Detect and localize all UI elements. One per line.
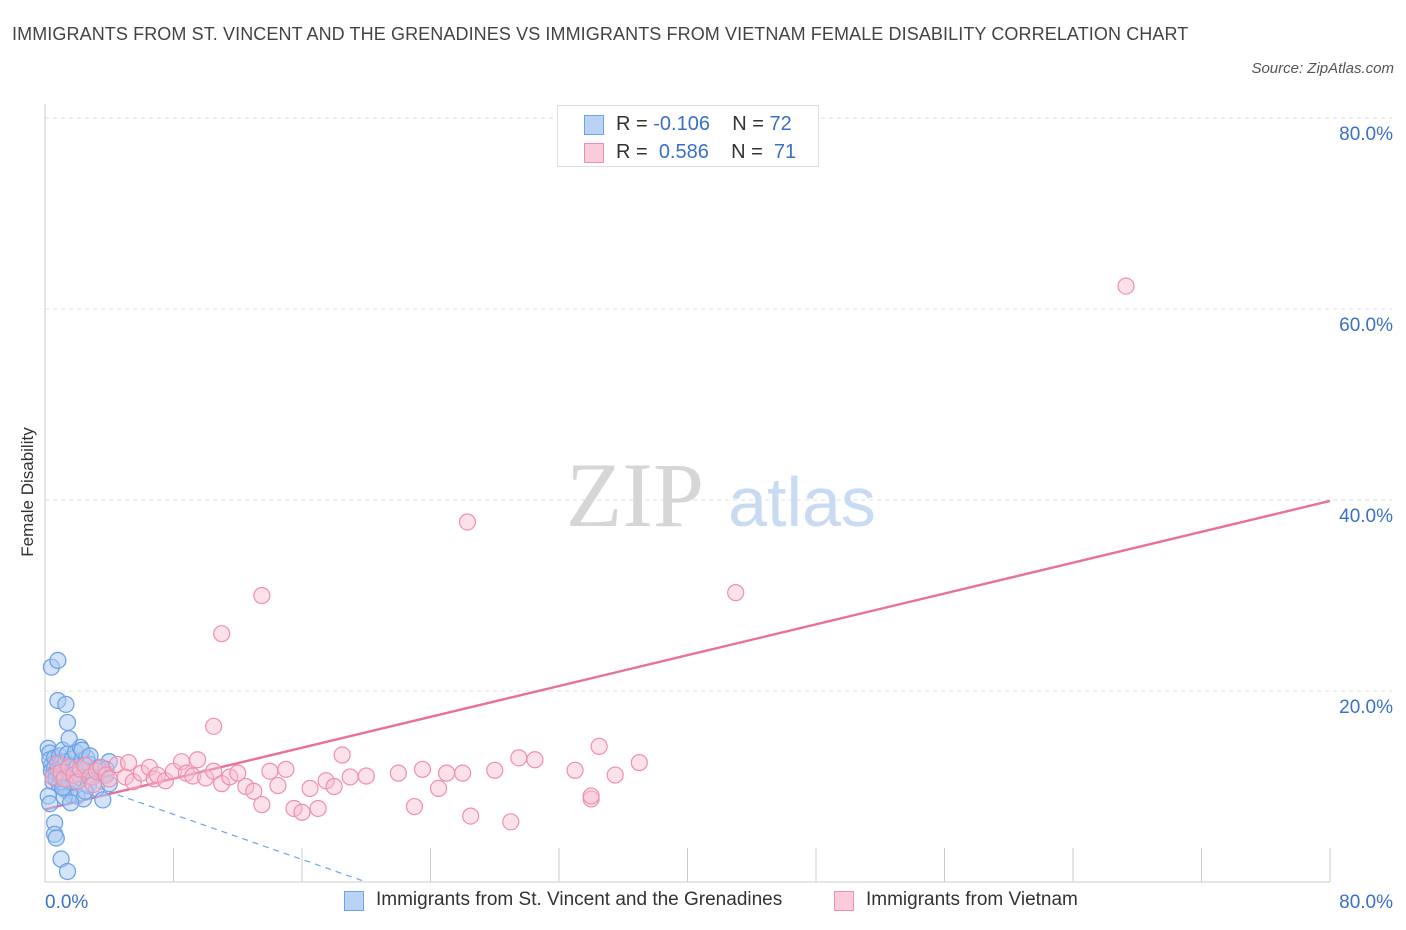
point-vietnam: [341, 768, 359, 786]
point-vietnam: [437, 764, 456, 782]
point-vietnam: [462, 807, 480, 825]
y-tick-label: 20.0%: [1339, 697, 1393, 718]
y-tick-label: 40.0%: [1339, 506, 1393, 527]
point-vietnam: [405, 797, 424, 816]
point-vietnam: [205, 717, 223, 735]
point-vietnam: [502, 813, 520, 831]
bottom-legend-label-st-vincent: Immigrants from St. Vincent and the Gren…: [376, 889, 783, 910]
point-vietnam: [510, 749, 528, 767]
point-vietnam: [100, 770, 118, 788]
trend-line-vietnam: [44, 499, 1331, 811]
legend-n-label: N =: [732, 113, 764, 135]
point-vietnam: [84, 775, 102, 794]
point-vietnam: [413, 760, 432, 778]
point-vietnam: [590, 737, 608, 755]
legend-swatch-blue: [584, 115, 604, 135]
legend-r-label: R =: [616, 141, 648, 163]
point-st-vincent: [58, 862, 77, 881]
legend-r-label: R =: [616, 113, 648, 135]
y-tick-label: 60.0%: [1339, 315, 1393, 336]
point-vietnam: [727, 584, 745, 602]
watermark-zip: ZIP: [566, 444, 704, 546]
point-vietnam: [116, 768, 134, 786]
point-vietnam: [429, 779, 448, 798]
point-vietnam: [293, 803, 311, 821]
grid-lines: [45, 117, 1392, 692]
correlation-legend: R = -0.106 N = 72 R = 0.586 N = 71: [557, 105, 819, 167]
point-st-vincent: [62, 794, 80, 812]
bottom-legend-swatch-pink: [834, 891, 854, 911]
series-vietnam-points: [44, 277, 1135, 831]
point-vietnam: [261, 762, 279, 780]
point-vietnam: [486, 761, 504, 779]
point-vietnam: [245, 782, 263, 800]
point-st-vincent: [47, 829, 65, 847]
point-vietnam: [566, 761, 584, 779]
y-axis-title: Female Disability: [18, 427, 37, 557]
x-tick-label: 80.0%: [1339, 892, 1393, 913]
point-vietnam: [253, 586, 271, 605]
point-vietnam: [325, 777, 343, 796]
source-label: Source: ZipAtlas.com: [1251, 60, 1394, 77]
point-vietnam: [119, 754, 138, 772]
point-vietnam: [205, 762, 223, 780]
bottom-legend-label-vietnam: Immigrants from Vietnam: [866, 889, 1078, 910]
point-vietnam: [458, 513, 477, 531]
point-vietnam: [213, 625, 231, 643]
legend-swatch-pink: [584, 143, 604, 163]
point-st-vincent: [94, 791, 112, 809]
point-vietnam: [184, 767, 202, 785]
point-vietnam: [188, 751, 207, 769]
legend-n-value: 71: [773, 141, 797, 163]
point-vietnam: [301, 779, 319, 798]
point-st-vincent: [81, 747, 99, 765]
point-vietnam: [277, 760, 295, 778]
tick-labels: 20.0% 40.0% 60.0% 80.0% 0.0% 80.0%: [45, 124, 1393, 913]
point-vietnam: [237, 777, 255, 796]
legend-n-value: 72: [769, 113, 792, 135]
point-vietnam: [221, 768, 239, 786]
chart-title: IMMIGRANTS FROM ST. VINCENT AND THE GREN…: [12, 24, 1189, 44]
point-vietnam: [253, 796, 271, 814]
axes: [44, 104, 1331, 883]
bottom-legend-swatch-blue: [344, 891, 364, 911]
point-st-vincent: [58, 713, 77, 732]
point-st-vincent: [49, 651, 67, 670]
point-vietnam: [454, 764, 472, 782]
watermark-atlas: atlas: [728, 463, 876, 541]
legend-r-value: 0.586: [658, 141, 709, 163]
point-vietnam: [285, 799, 303, 818]
point-vietnam: [357, 767, 375, 785]
point-vietnam: [582, 787, 600, 805]
point-st-vincent: [57, 695, 75, 714]
point-vietnam: [309, 799, 327, 818]
point-vietnam: [229, 764, 247, 782]
x-tick-label: 0.0%: [45, 892, 88, 913]
point-vietnam: [389, 764, 407, 782]
y-tick-label: 80.0%: [1339, 124, 1393, 145]
point-vietnam: [1117, 277, 1135, 295]
point-st-vincent: [60, 730, 78, 748]
point-vietnam: [606, 766, 624, 784]
legend-n-label: N =: [731, 141, 763, 163]
point-vietnam: [333, 746, 351, 764]
point-st-vincent: [41, 795, 59, 813]
legend-r-value: -0.106: [653, 113, 710, 135]
point-vietnam: [526, 751, 544, 769]
point-vietnam: [269, 776, 287, 795]
point-vietnam: [630, 754, 648, 772]
